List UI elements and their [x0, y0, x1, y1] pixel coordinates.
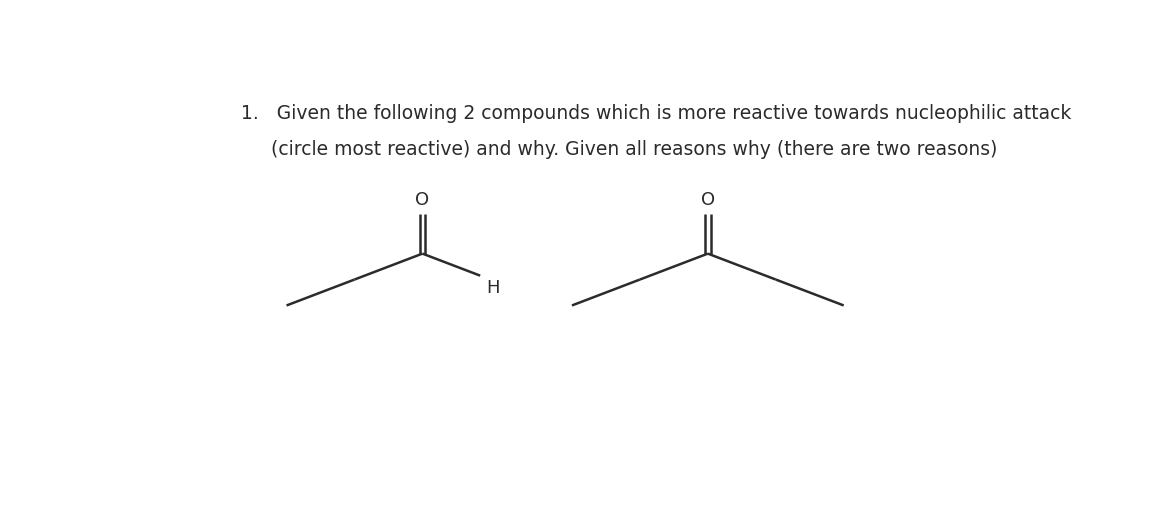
Text: O: O	[700, 191, 715, 209]
Text: (circle most reactive) and why. Given all reasons why (there are two reasons): (circle most reactive) and why. Given al…	[241, 140, 997, 159]
Text: H: H	[486, 279, 500, 297]
Text: 1.   Given the following 2 compounds which is more reactive towards nucleophilic: 1. Given the following 2 compounds which…	[241, 104, 1072, 123]
Text: O: O	[415, 191, 429, 209]
